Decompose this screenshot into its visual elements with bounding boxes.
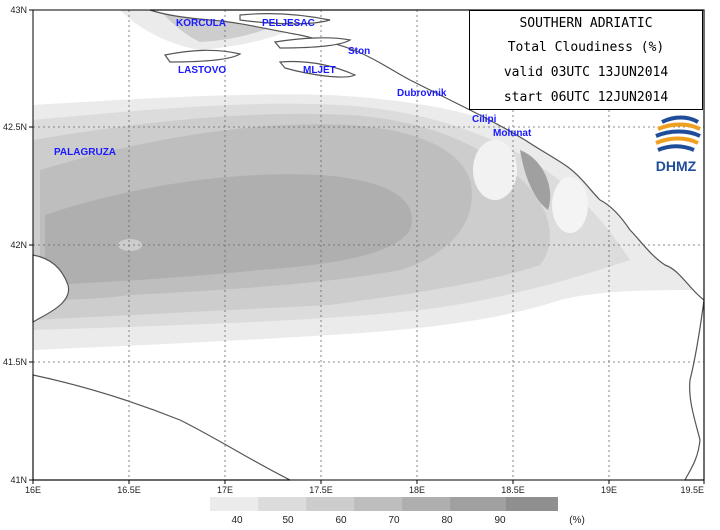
legend-label: 80 xyxy=(441,515,453,526)
place-dubrovnik: Dubrovnik xyxy=(397,88,447,99)
y-tick-label: 43N xyxy=(10,5,27,15)
x-tick-label: 17.5E xyxy=(309,485,333,495)
place-mljet: MLJET xyxy=(303,65,336,76)
place-cilipi: Cilipi xyxy=(472,114,497,125)
place-molunat: Molunat xyxy=(493,128,532,139)
variable-title: Total Cloudiness (%) xyxy=(507,40,665,55)
x-tick-label: 19.5E xyxy=(680,485,704,495)
lat-lon-grid xyxy=(33,10,704,480)
legend-swatch xyxy=(506,497,558,511)
legend-swatch xyxy=(210,497,258,511)
dhmz-logo: DHMZ xyxy=(648,112,704,176)
legend-swatch xyxy=(402,497,450,511)
legend-swatch xyxy=(354,497,402,511)
title-box: SOUTHERN ADRIATIC Total Cloudiness (%) v… xyxy=(469,10,703,110)
legend-swatch xyxy=(450,497,506,511)
legend-swatch xyxy=(258,497,306,511)
place-lastovo: LASTOVO xyxy=(178,65,226,76)
legend-unit: (%) xyxy=(569,515,585,526)
legend-swatch xyxy=(306,497,354,511)
x-tick-label: 17E xyxy=(217,485,233,495)
start-time: start 06UTC 12JUN2014 xyxy=(503,90,669,105)
y-tick-label: 42.5N xyxy=(3,122,27,132)
x-tick-label: 16.5E xyxy=(117,485,141,495)
legend-label: 90 xyxy=(494,515,506,526)
legend-label: 70 xyxy=(388,515,400,526)
place-palagruza: PALAGRUZA xyxy=(54,147,116,158)
map-region-title: SOUTHERN ADRIATIC xyxy=(519,16,653,31)
place-ston: Ston xyxy=(348,46,370,57)
legend-label: 60 xyxy=(335,515,347,526)
legend-label: 50 xyxy=(282,515,294,526)
x-tick-label: 19E xyxy=(601,485,617,495)
y-tick-label: 42N xyxy=(10,240,27,250)
place-peljesac: PELJESAC xyxy=(262,18,315,29)
place-korcula: KORCULA xyxy=(176,18,226,29)
valid-time: valid 03UTC 13JUN2014 xyxy=(503,65,669,80)
cloud-cover-shading xyxy=(33,10,704,350)
x-tick-label: 18.5E xyxy=(501,485,525,495)
x-tick-label: 18E xyxy=(409,485,425,495)
dhmz-logo-label: DHMZ xyxy=(655,158,697,174)
legend-label: 40 xyxy=(231,515,243,526)
y-tick-label: 41.5N xyxy=(3,357,27,367)
y-tick-label: 41N xyxy=(10,475,27,485)
x-tick-label: 16E xyxy=(25,485,41,495)
legend-colorbar xyxy=(210,497,558,511)
dhmz-swirl-icon xyxy=(655,115,701,152)
